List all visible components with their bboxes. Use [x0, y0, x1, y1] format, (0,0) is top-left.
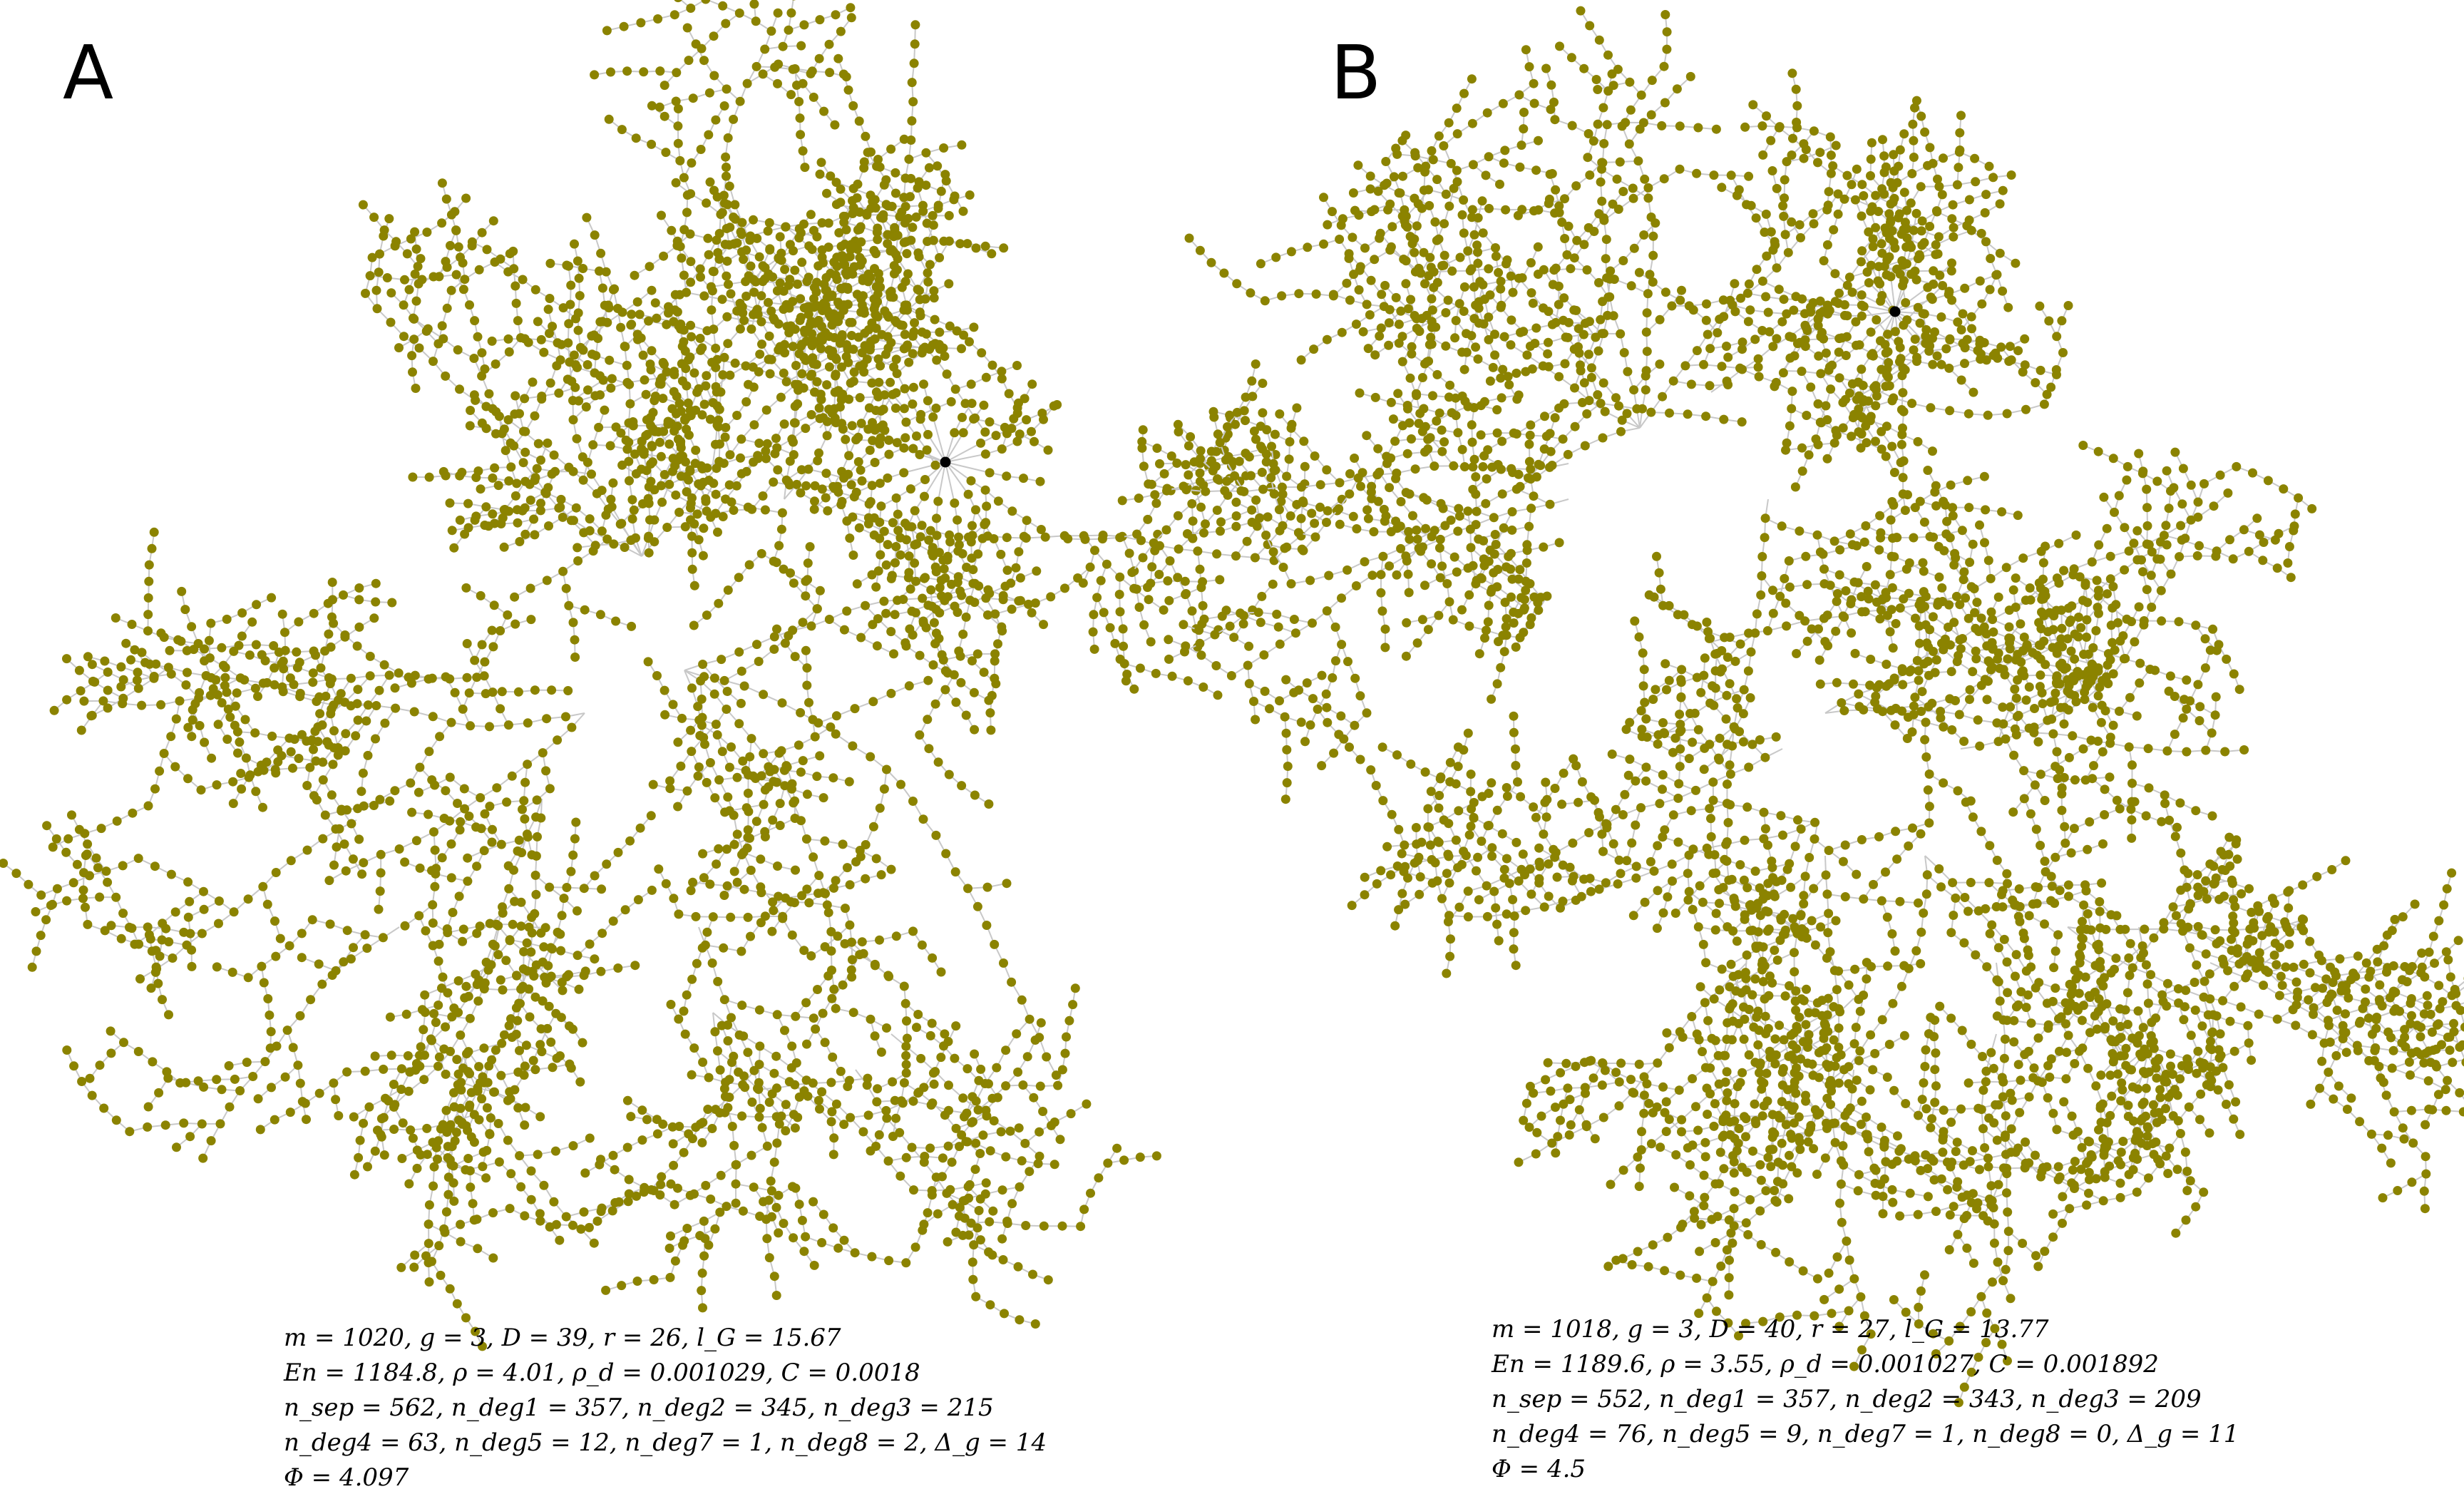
graph-b-statistics: m = 1018, g = 3, D = 40, r = 27, l_G = 1…	[1492, 1312, 2239, 1487]
graph-a-statistics: m = 1020, g = 3, D = 39, r = 26, l_G = 1…	[284, 1321, 1047, 1495]
stats-line: n_deg4 = 63, n_deg5 = 12, n_deg7 = 1, n_…	[284, 1428, 1047, 1457]
stats-line: m = 1020, g = 3, D = 39, r = 26, l_G = 1…	[284, 1324, 841, 1352]
stats-line: n_deg4 = 76, n_deg5 = 9, n_deg7 = 1, n_d…	[1492, 1420, 2239, 1448]
stats-line: Φ = 4.097	[284, 1463, 409, 1492]
stats-line: Φ = 4.5	[1492, 1455, 1586, 1483]
stats-line: n_sep = 562, n_deg1 = 357, n_deg2 = 345,…	[284, 1393, 994, 1422]
stats-line: En = 1189.6, ρ = 3.55, ρ_d = 0.001027, C…	[1492, 1350, 2159, 1378]
stats-line: m = 1018, g = 3, D = 40, r = 27, l_G = 1…	[1492, 1315, 2049, 1344]
stats-line: n_sep = 552, n_deg1 = 357, n_deg2 = 343,…	[1492, 1385, 2202, 1413]
panel-b-label: B	[1330, 29, 1382, 116]
graph-a	[0, 0, 1358, 1351]
graph-b	[1063, 6, 2464, 1408]
panel-a-label: A	[63, 29, 114, 116]
stats-line: En = 1184.8, ρ = 4.01, ρ_d = 0.001029, C…	[284, 1359, 920, 1387]
